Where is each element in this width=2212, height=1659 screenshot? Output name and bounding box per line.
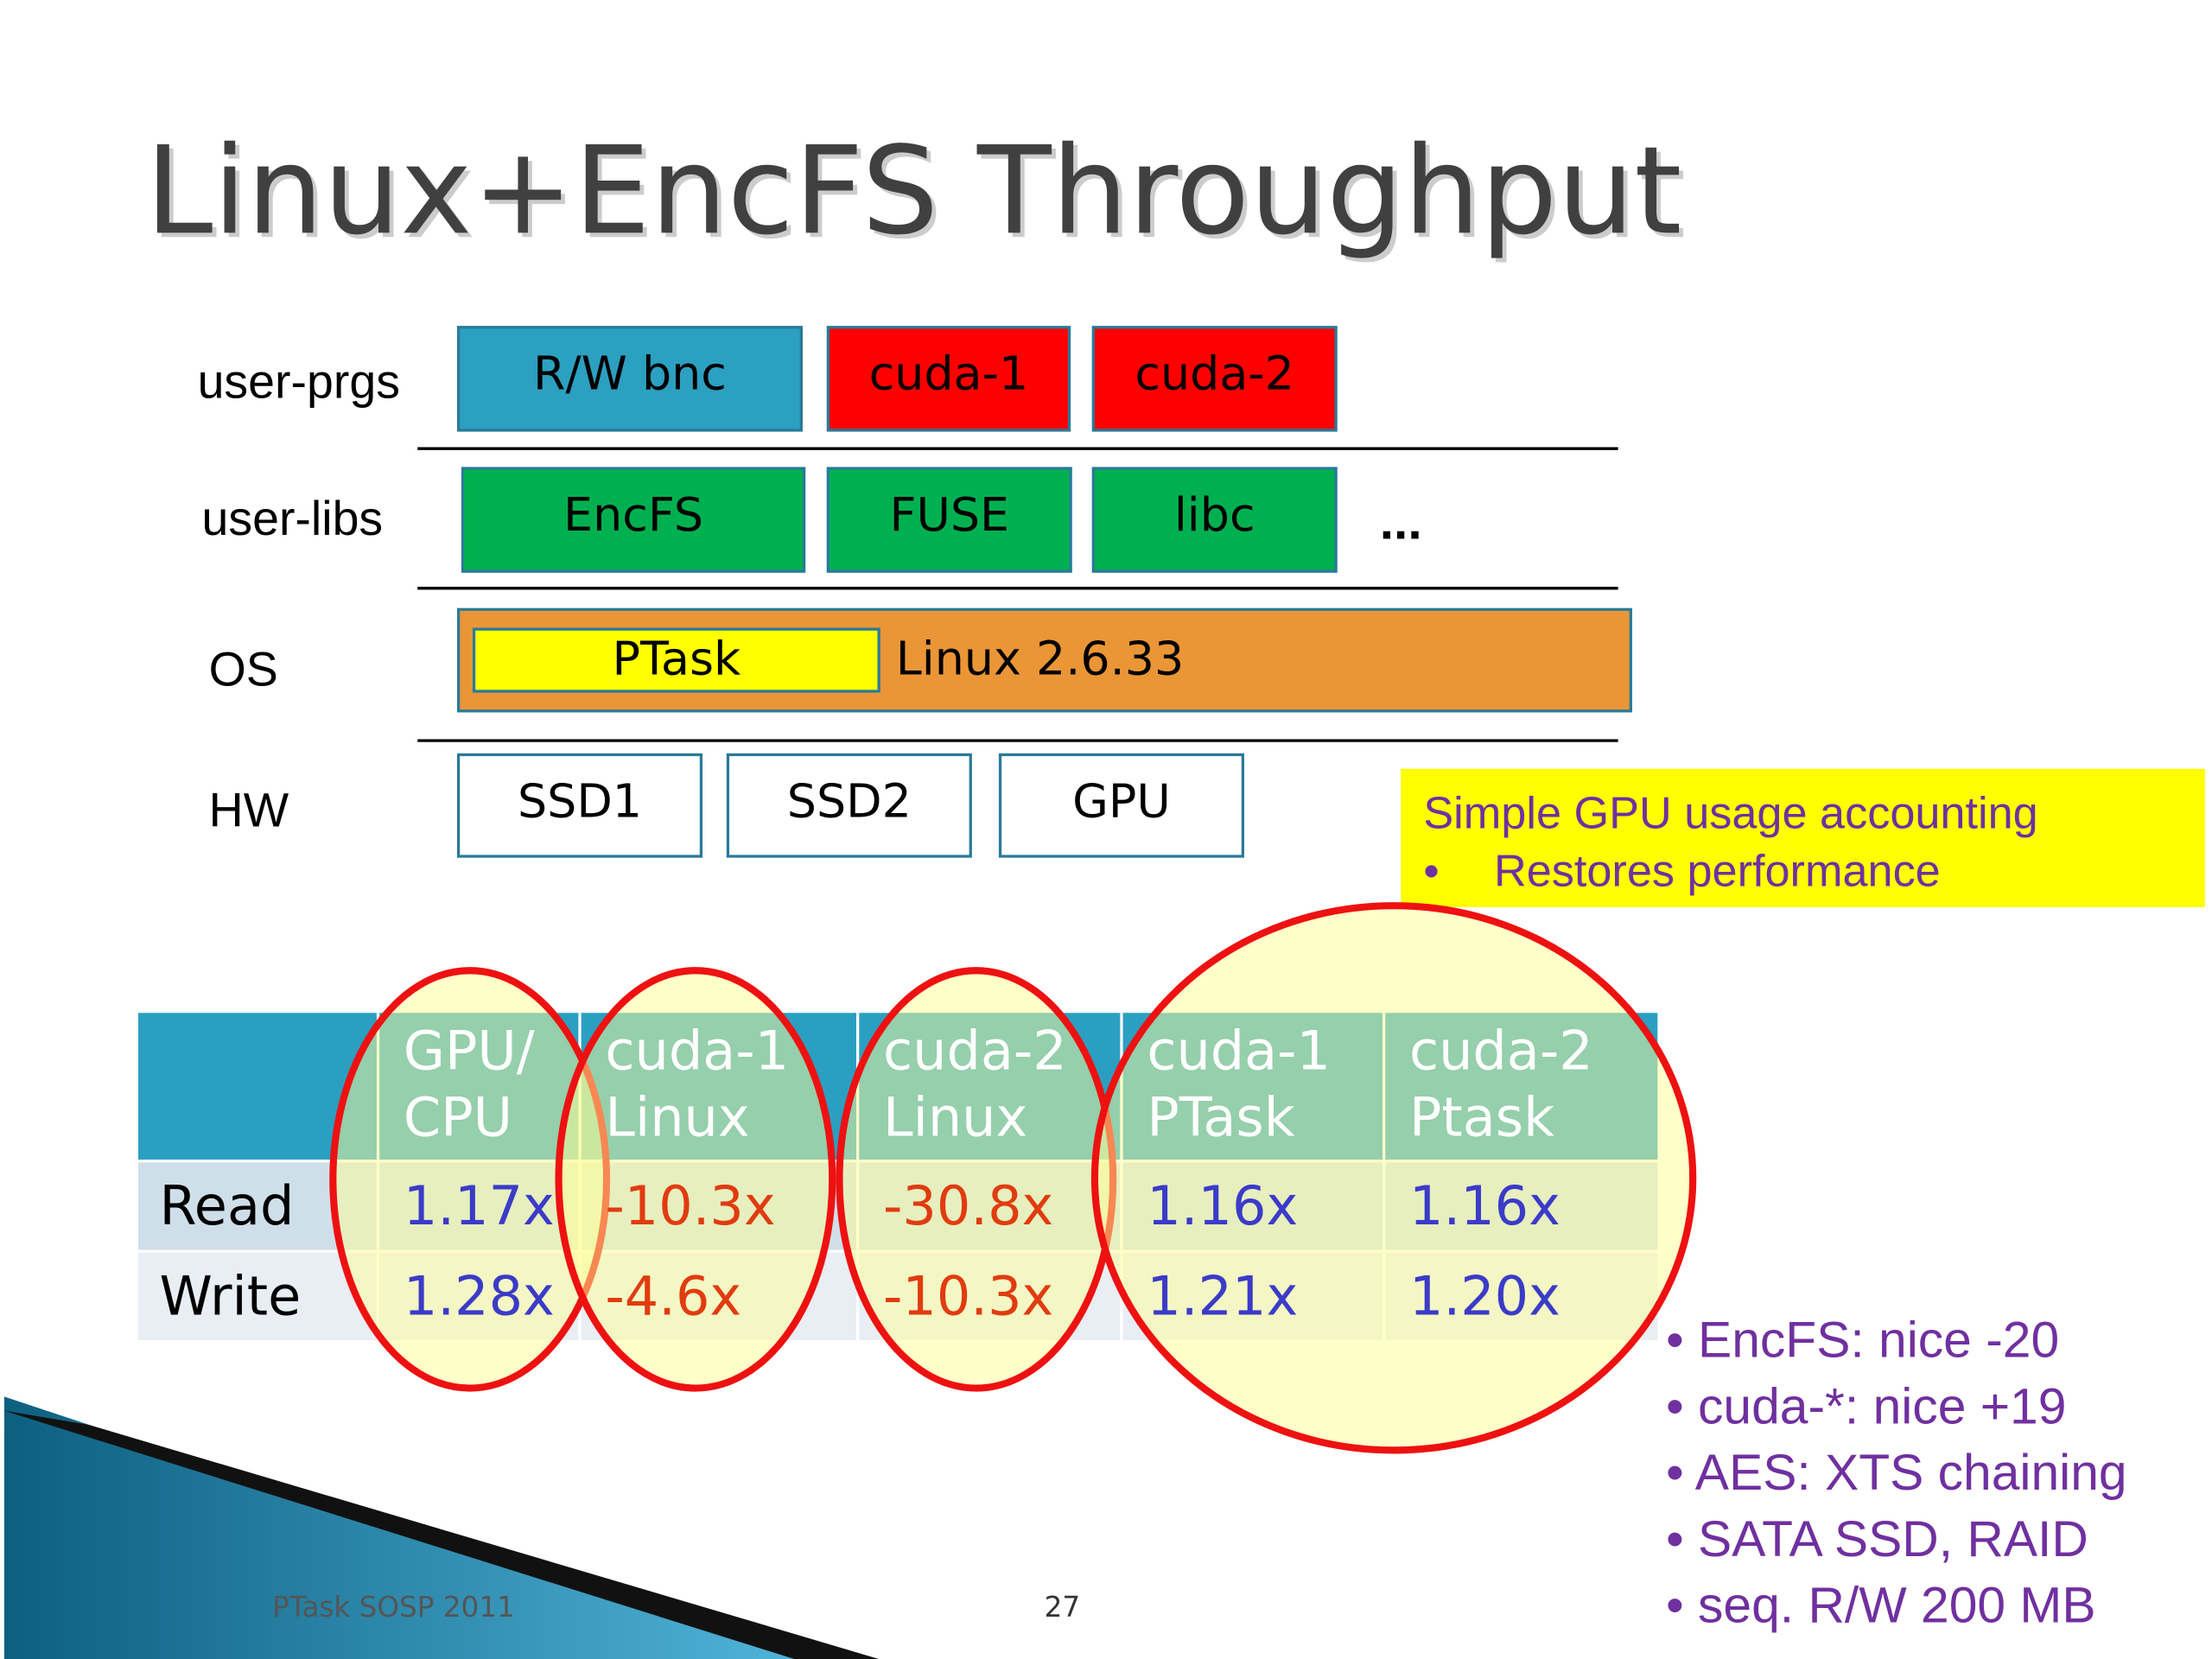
notes: • EncFS: nice -20 • cuda-*: nice +19 • AES… (1666, 1313, 2126, 1634)
swoosh-dark (3, 1410, 880, 1659)
layer-box (826, 326, 1071, 432)
box-label: Linux 2.6.33 (896, 631, 1185, 685)
table-cell: 1.17x (404, 1174, 555, 1237)
layer-box (456, 326, 803, 432)
header-cell: CPU (404, 1085, 512, 1148)
layer-box (998, 753, 1244, 858)
layer-box (1091, 326, 1338, 432)
callout-bullet: • (1423, 846, 1439, 896)
box-label: libc (1174, 487, 1255, 542)
note: • cuda-*: nice +19 (1666, 1378, 2066, 1434)
note: • AES: XTS chaining (1666, 1445, 2126, 1501)
layer-label: OS (209, 642, 278, 696)
callout-box (1401, 768, 2205, 907)
table-cell: -30.8x (883, 1174, 1053, 1237)
box-label: GPU (1072, 773, 1171, 828)
callout-item: Restores performance (1494, 846, 1941, 896)
table-cell: 1.21x (1147, 1265, 1298, 1328)
layer-box (472, 627, 880, 693)
table-cell: -4.6x (605, 1265, 741, 1328)
stack: user-prgs R/W bnc cuda-1 cuda-2 user-libs Enc… (198, 326, 1632, 858)
table-cell: 1.28x (404, 1265, 555, 1328)
row-label: Read (159, 1174, 294, 1237)
title: Linux+EncFS Throughput (145, 121, 1681, 262)
box-label: PTask (612, 631, 741, 685)
header-cell: Ptask (1409, 1085, 1554, 1148)
callout-title: Simple GPU usage accounting (1423, 788, 2037, 838)
row-label: Write (159, 1265, 301, 1328)
box-label: SSD2 (787, 773, 912, 828)
table-cell: 1.16x (1147, 1174, 1298, 1237)
highlight-ellipse (555, 967, 836, 1392)
layer-box (1091, 467, 1338, 573)
box-label: cuda-2 (1135, 346, 1294, 401)
header-cell: cuda-1 (605, 1020, 789, 1083)
box-label: cuda-1 (869, 346, 1029, 401)
title-shadow: Linux+EncFS Throughput (149, 125, 1686, 266)
layer-label: user-libs (201, 492, 383, 545)
layer-box (461, 467, 806, 573)
page-number: 27 (1045, 1591, 1081, 1624)
note: • SATA SSD, RAID (1666, 1511, 2088, 1567)
footer-left: PTask SOSP 2011 (272, 1591, 515, 1624)
table-cell: -10.3x (883, 1265, 1053, 1328)
header-cell: Linux (605, 1085, 749, 1148)
note: • seq. R/W 200 MB (1666, 1578, 2095, 1634)
layer-box (726, 753, 972, 858)
layer-box (456, 753, 703, 858)
header-cell: cuda-2 (883, 1020, 1067, 1083)
header-cell: cuda-1 (1147, 1020, 1331, 1083)
highlight-ellipse (1090, 902, 1697, 1454)
layer-label: user-prgs (198, 354, 400, 408)
box-label: FUSE (889, 487, 1009, 542)
header-cell: Linux (883, 1085, 1027, 1148)
header-cell: cuda-2 (1409, 1020, 1593, 1083)
more: ... (1380, 494, 1422, 550)
layer-box (826, 467, 1072, 573)
box-label: R/W bnc (533, 346, 727, 401)
table-cell: 1.20x (1409, 1265, 1560, 1328)
box-label: SSD1 (518, 773, 642, 828)
header-cell: PTask (1147, 1085, 1294, 1148)
note: • EncFS: nice -20 (1666, 1313, 2059, 1369)
table-cell: 1.16x (1409, 1174, 1560, 1237)
box-label: EncFS (563, 487, 703, 542)
header-cell: GPU/ (404, 1020, 535, 1083)
layer-label: HW (209, 784, 289, 837)
table: GPU/CPUcuda-1Linuxcuda-2Linuxcuda-1PTask… (138, 902, 1697, 1454)
table-cell: -10.3x (605, 1174, 775, 1237)
